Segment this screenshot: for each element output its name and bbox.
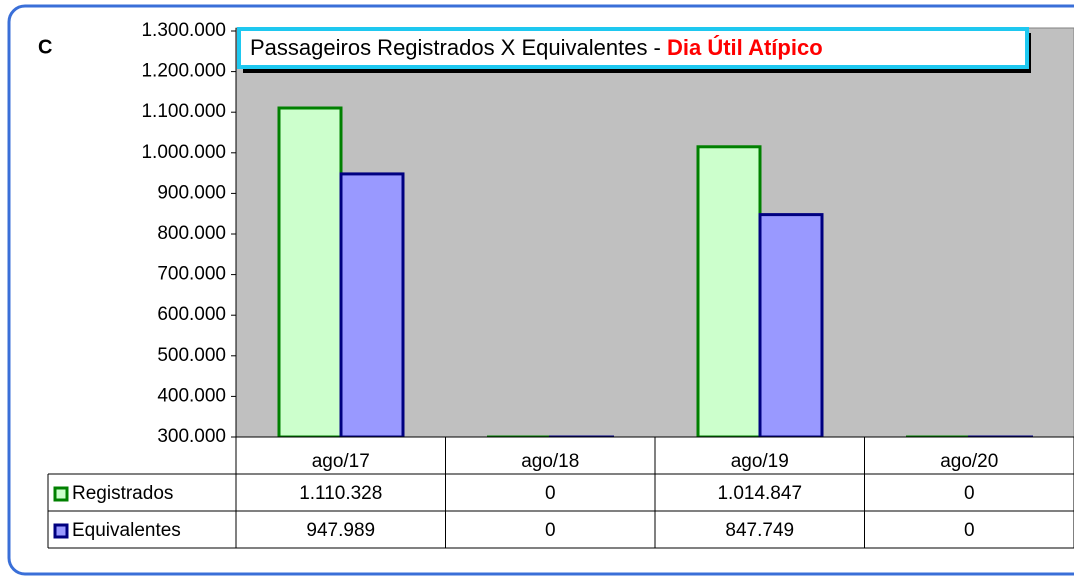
legend-label: Equivalentes [72, 520, 181, 541]
title-box [237, 27, 1029, 69]
title-main: Passageiros Registrados X Equivalentes - [250, 35, 667, 60]
y-tick-label: 1.100.000 [141, 101, 226, 122]
y-tick-label: 1.300.000 [141, 20, 226, 41]
x-tick-label: ago/17 [312, 451, 370, 472]
y-tick-label: 800.000 [157, 223, 226, 244]
table-value: 847.749 [725, 520, 794, 541]
y-tick-label: 300.000 [157, 426, 226, 447]
legend-swatch [53, 486, 69, 502]
chart-title: Passageiros Registrados X Equivalentes -… [250, 35, 823, 60]
bar [758, 213, 824, 437]
legend-swatch [53, 523, 69, 539]
table-value: 1.110.328 [299, 483, 382, 504]
x-tick-label: ago/20 [940, 451, 998, 472]
panel-label: C [38, 36, 52, 58]
y-tick-label: 400.000 [157, 385, 226, 406]
y-tick-label: 1.200.000 [141, 61, 226, 82]
bar [339, 172, 405, 437]
title-highlight: Dia Útil Atípico [667, 35, 823, 60]
y-tick-label: 600.000 [157, 304, 226, 325]
legend-label: Registrados [72, 483, 173, 504]
table-value: 0 [964, 483, 975, 504]
table-value: 1.014.847 [717, 483, 802, 504]
table-value: 0 [545, 483, 556, 504]
y-tick-label: 700.000 [157, 264, 226, 285]
x-tick-label: ago/19 [731, 451, 789, 472]
x-tick-label: ago/18 [521, 451, 579, 472]
bars [277, 106, 1033, 437]
y-tick-label: 900.000 [157, 182, 226, 203]
y-tick-label: 1.000.000 [141, 142, 226, 163]
bar [696, 145, 762, 437]
bar [277, 106, 343, 437]
table-value: 0 [545, 520, 556, 541]
table-value: 0 [964, 520, 975, 541]
y-tick-label: 500.000 [157, 345, 226, 366]
table-value: 947.989 [306, 520, 375, 541]
